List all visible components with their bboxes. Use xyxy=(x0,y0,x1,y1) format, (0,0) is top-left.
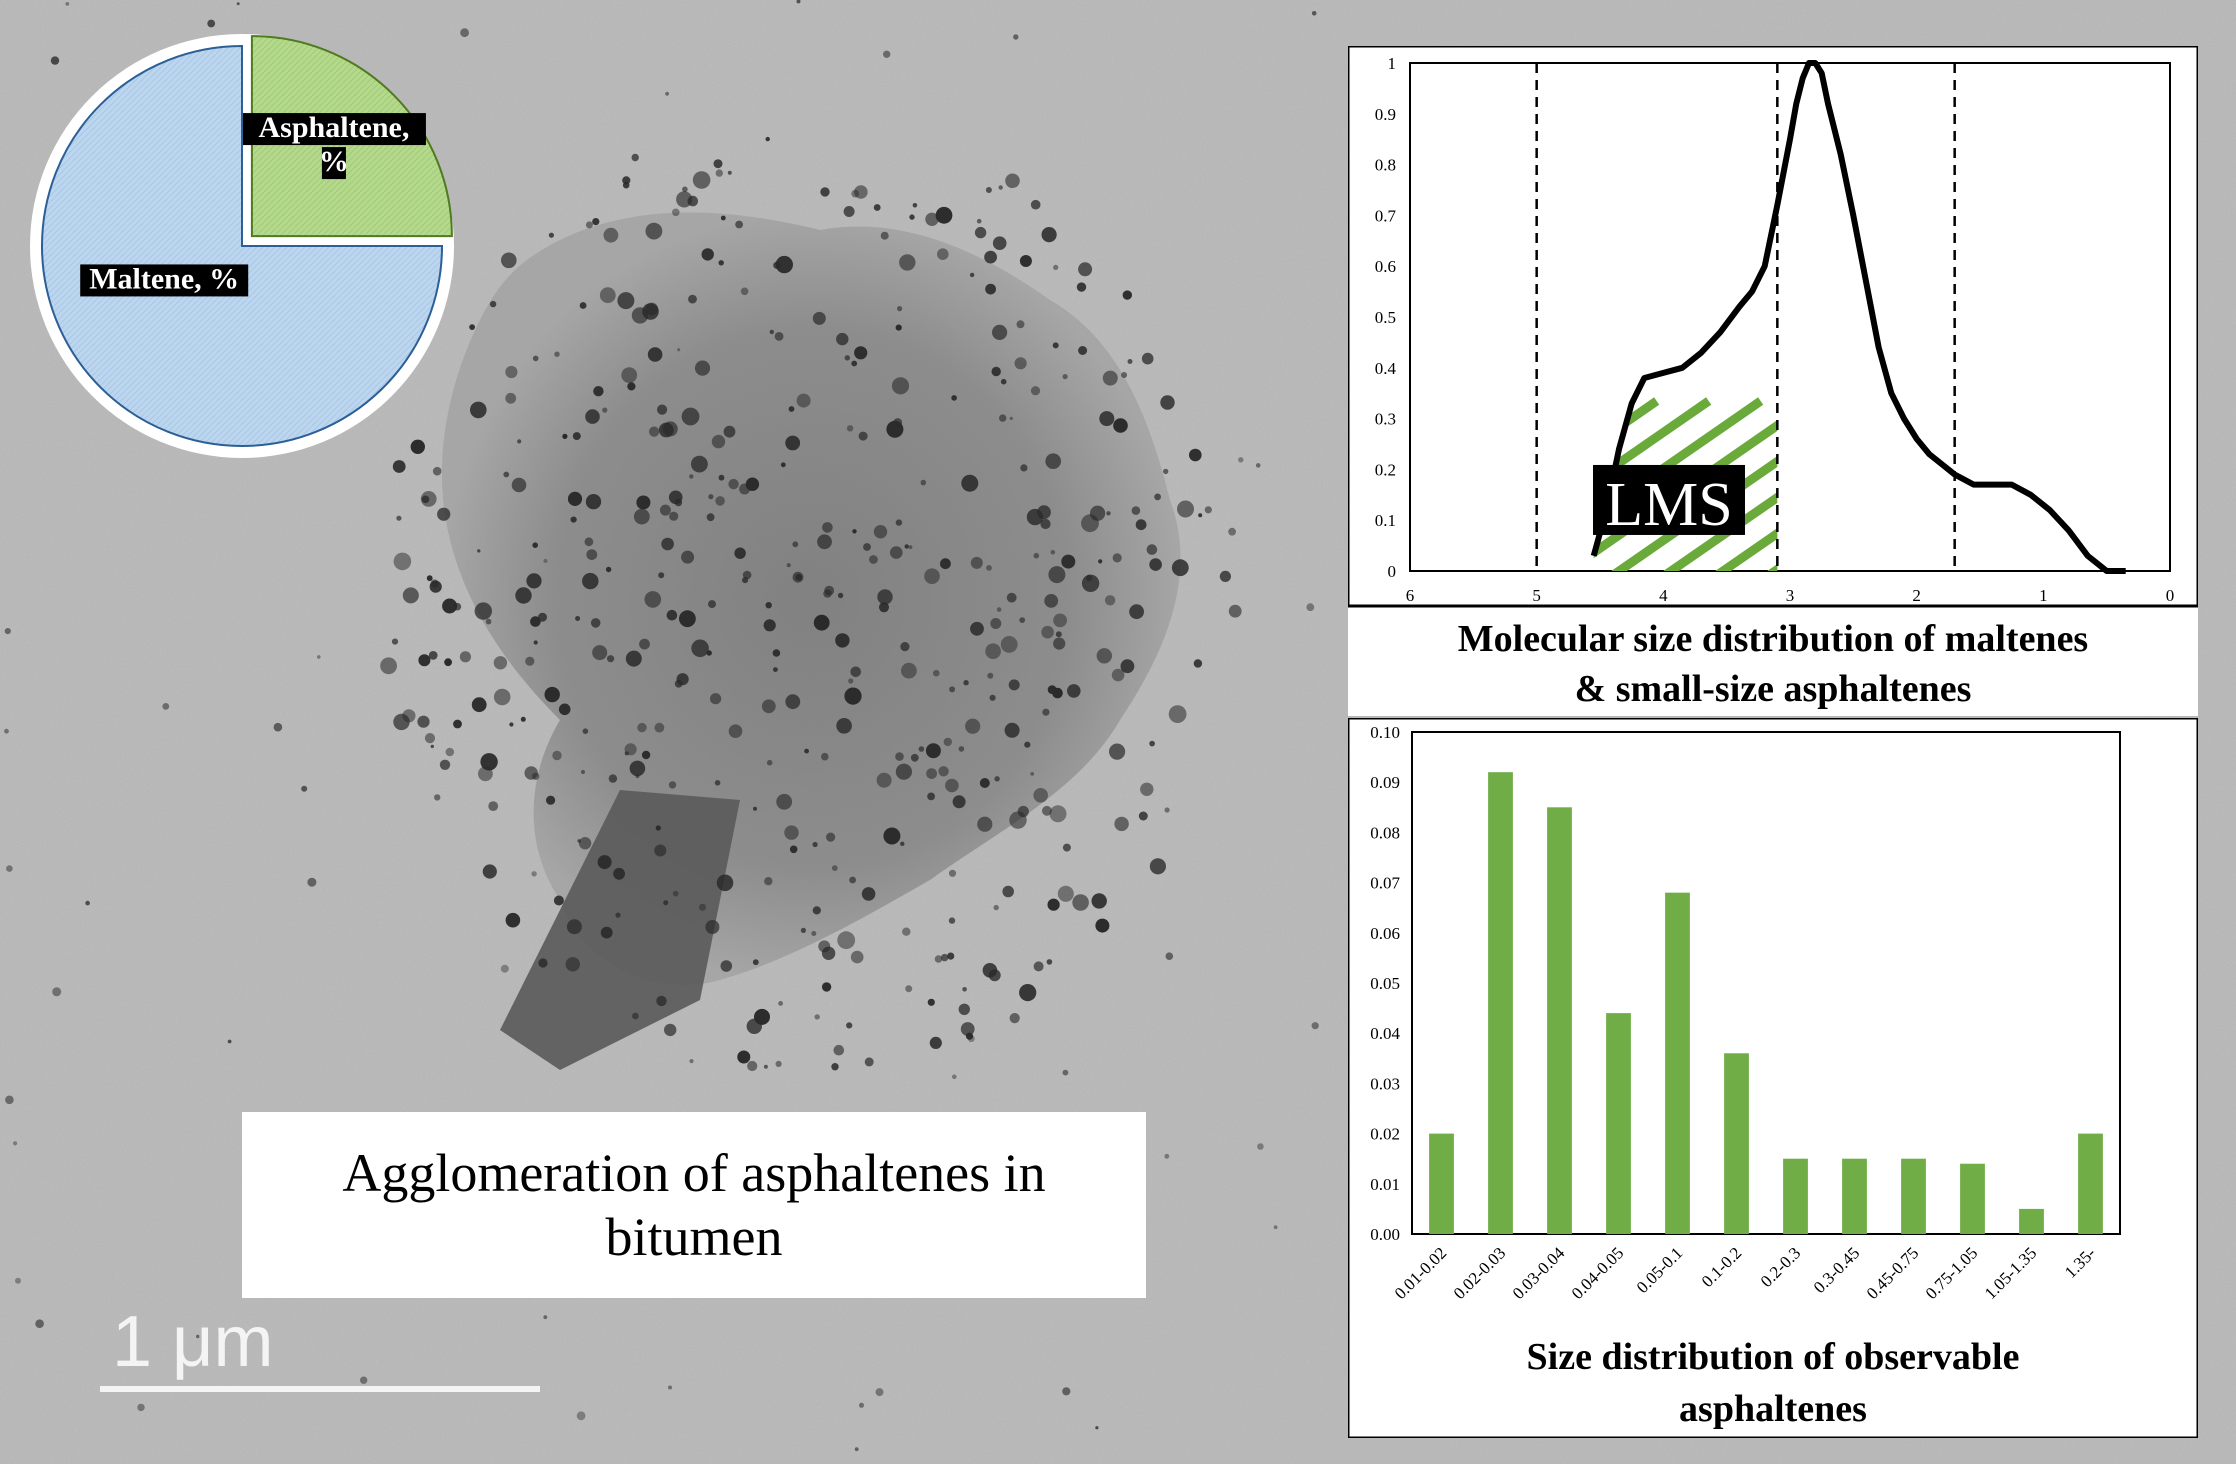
pie-label-background xyxy=(241,113,426,146)
hatch-stripe xyxy=(1348,401,1501,581)
bar xyxy=(1547,807,1572,1234)
x-tick-label: 0.02-0.03 xyxy=(1450,1243,1510,1303)
bar xyxy=(2019,1208,2044,1234)
x-tick-label: 2 xyxy=(1912,586,1921,605)
bar xyxy=(1724,1053,1749,1234)
x-tick-label: 0.1-0.2 xyxy=(1698,1243,1745,1290)
y-tick-label: 0.2 xyxy=(1375,460,1396,479)
crystal-fragment xyxy=(500,790,740,1070)
bar xyxy=(1665,892,1690,1234)
y-tick-label: 0.01 xyxy=(1370,1175,1400,1194)
asphaltene-particles xyxy=(4,0,1319,1452)
x-tick-label: 6 xyxy=(1406,586,1415,605)
lms-label: LMS xyxy=(1605,471,1732,539)
y-tick-label: 0.9 xyxy=(1375,105,1396,124)
hatch-stripe xyxy=(1593,397,1712,572)
y-tick-label: 0.07 xyxy=(1370,874,1400,893)
y-tick-label: 0.6 xyxy=(1375,257,1396,276)
chart-frame xyxy=(1348,46,2198,608)
x-tick-label: 4 xyxy=(1659,586,1668,605)
bar xyxy=(1901,1158,1926,1234)
y-tick-label: 0.4 xyxy=(1375,359,1397,378)
y-tick-label: 0.04 xyxy=(1370,1024,1400,1043)
bar xyxy=(1429,1133,1454,1234)
bar xyxy=(1606,1013,1631,1234)
bar xyxy=(2078,1133,2103,1234)
y-tick-label: 0.3 xyxy=(1375,410,1396,429)
y-tick-label: 0.03 xyxy=(1370,1074,1400,1093)
x-tick-label: 0.45-0.75 xyxy=(1863,1243,1923,1303)
y-tick-label: 0.10 xyxy=(1370,723,1400,742)
pie-label: Maltene, % xyxy=(89,262,239,295)
asphaltene-size-bar-chart: 0.00 0.01 0.02 0.03 0.04 0.05 0.06 0.07 0.08 0.09… xyxy=(1348,718,2198,1438)
x-tick-label: 1 xyxy=(2039,586,2048,605)
lms-hatch xyxy=(1348,397,2073,581)
pie-label: % xyxy=(319,145,349,178)
y-tick-label: 0 xyxy=(1388,562,1397,581)
x-tick-label: 5 xyxy=(1532,586,1541,605)
x-tick-label: 3 xyxy=(1786,586,1795,605)
composition-pie-chart: Asphaltene,% Maltene, % xyxy=(30,34,454,458)
bar xyxy=(1842,1158,1867,1234)
scale-bar-label: 1 μm xyxy=(112,1302,274,1382)
pie-label: Asphaltene, xyxy=(258,111,409,144)
lms-label-background xyxy=(1593,464,1745,535)
x-tick-label: 1.05-1.35 xyxy=(1981,1243,2041,1303)
x-axis-title-line1: Size distribution of observable xyxy=(1526,1336,2020,1378)
bar xyxy=(1783,1158,1808,1234)
x-tick-label: 0.01-0.02 xyxy=(1391,1243,1451,1303)
y-tick-label: 1 xyxy=(1388,54,1397,73)
x-tick-label: 0 xyxy=(2166,586,2175,605)
x-tick-label: 0.05-0.1 xyxy=(1633,1243,1687,1297)
hatch-stripe xyxy=(1758,397,1778,572)
y-tick-label: 0.7 xyxy=(1375,206,1397,225)
hatch-stripe xyxy=(1706,397,1778,572)
x-tick-label: 0.2-0.3 xyxy=(1757,1243,1804,1290)
y-tick-label: 0.05 xyxy=(1370,974,1400,993)
plot-area xyxy=(1409,62,2171,572)
x-tick-label: 0.3-0.45 xyxy=(1810,1243,1864,1297)
y-tick-label: 0.8 xyxy=(1375,156,1396,175)
bar xyxy=(1960,1163,1985,1234)
y-tick-label: 0.06 xyxy=(1370,924,1400,943)
x-axis-title-line2: asphaltenes xyxy=(1679,1388,1867,1430)
x-axis-title-line1: Molecular size distribution of maltenes xyxy=(1457,618,2089,660)
scale-bar-line xyxy=(100,1386,540,1392)
scale-bar: 1 μm xyxy=(100,1302,540,1394)
pie-label-background xyxy=(321,147,346,180)
pie-slice xyxy=(41,44,444,447)
y-tick-label: 0.09 xyxy=(1370,773,1400,792)
pie-label-background xyxy=(80,264,249,297)
y-tick-label: 0.00 xyxy=(1370,1225,1400,1244)
caption-text: Agglomeration of asphaltenes in bitumen xyxy=(342,1143,1046,1267)
y-tick-label: 0.5 xyxy=(1375,308,1396,327)
x-tick-label: 0.75-1.05 xyxy=(1922,1243,1982,1303)
hatch-stripe xyxy=(1654,397,1778,572)
distribution-curve xyxy=(1590,60,2126,574)
y-tick-label: 0.02 xyxy=(1370,1125,1400,1144)
x-tick-label: 1.35- xyxy=(2061,1243,2100,1282)
bar xyxy=(1488,772,1513,1234)
x-tick-label: 0.04-0.05 xyxy=(1568,1243,1628,1303)
x-tick-label: 0.03-0.04 xyxy=(1509,1243,1569,1303)
y-tick-label: 0.1 xyxy=(1375,511,1396,530)
hatch-stripe xyxy=(1348,401,1449,581)
x-axis-title-line2: & small-size asphaltenes xyxy=(1574,668,1972,710)
figure-caption: Agglomeration of asphaltenes in bitumen xyxy=(242,1112,1146,1298)
y-tick-label: 0.08 xyxy=(1370,823,1400,842)
hatch-stripe xyxy=(1813,401,2073,581)
molecular-size-chart: 0 0.1 0.2 0.3 0.4 0.5 0.6 0.7 0.8 0.9 1 6 5 4 3 2 1 0 LMS … xyxy=(1348,46,2198,716)
chart-frame xyxy=(1348,718,2198,1438)
plot-area xyxy=(1411,731,2121,1235)
